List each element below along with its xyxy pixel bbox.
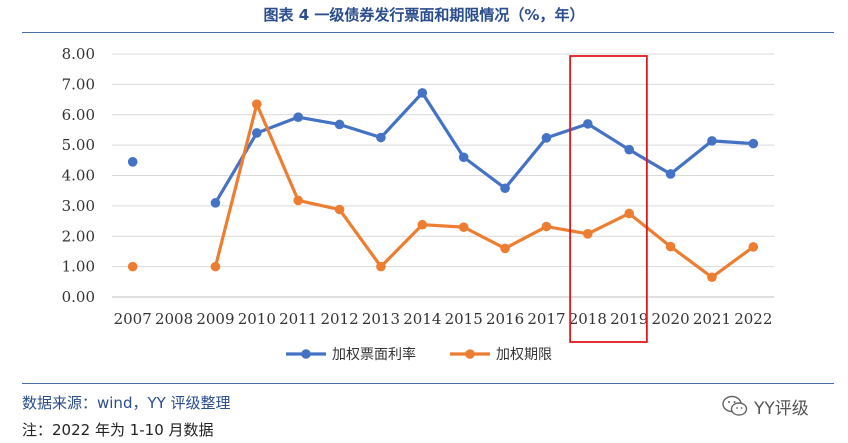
data-point: [334, 204, 345, 215]
data-point: [376, 132, 386, 143]
y-tick-label: 6.00: [62, 106, 95, 124]
y-tick-label: 1.00: [62, 258, 95, 276]
x-tick-label: 2009: [196, 310, 234, 328]
legend-marker: [465, 349, 475, 359]
data-point: [210, 261, 221, 272]
data-point: [417, 88, 428, 98]
data-point: [293, 195, 303, 206]
data-point: [624, 144, 634, 155]
data-point: [707, 136, 717, 146]
data-point: [334, 119, 345, 130]
data-point: [665, 169, 676, 179]
y-tick-label: 0.00: [62, 288, 95, 306]
data-point: [252, 128, 262, 138]
series-line: [213, 102, 755, 279]
series-layer: [127, 88, 759, 283]
x-tick-label: 2012: [320, 310, 358, 328]
x-tick-label: 2018: [569, 310, 607, 328]
data-point: [583, 119, 593, 129]
highlight-layer: [569, 55, 648, 343]
x-tick-label: 2014: [403, 310, 441, 328]
footnote: 注：2022 年为 1-10 月数据: [22, 421, 214, 439]
highlight-box: [569, 55, 648, 343]
data-point: [500, 183, 510, 194]
footer-divider: [22, 383, 834, 384]
data-point: [458, 152, 469, 163]
x-tick-label: 2008: [155, 310, 193, 328]
line-chart: 0.00 1.00 2.00 3.00 4.00 5.00 6.00 7.00 8.00 200…: [62, 45, 774, 363]
data-point: [541, 221, 552, 232]
data-point: [748, 242, 759, 252]
y-axis-ticks: 0.00 1.00 2.00 3.00 4.00 5.00 6.00 7.00 8.00: [62, 45, 95, 306]
data-point: [210, 198, 221, 208]
data-point: [417, 219, 428, 230]
y-tick-label: 2.00: [62, 227, 95, 245]
data-point: [127, 157, 138, 167]
chart-title: 图表 4 一级债券发行票面和期限情况（%，年）: [263, 6, 585, 24]
y-tick-label: 3.00: [62, 197, 95, 215]
x-tick-label: 2007: [114, 310, 152, 328]
x-tick-label: 2017: [527, 310, 565, 328]
x-tick-label: 2022: [734, 310, 772, 328]
data-point: [458, 222, 469, 232]
data-point: [293, 112, 303, 122]
data-point: [707, 272, 717, 283]
data-point: [665, 241, 676, 252]
x-tick-label: 2010: [238, 310, 276, 328]
x-tick-label: 2019: [610, 310, 648, 328]
data-point: [376, 261, 386, 272]
data-point: [127, 261, 138, 272]
data-point: [748, 138, 759, 149]
legend: 加权票面利率 加权期限: [286, 346, 552, 363]
source-note: 数据来源：wind，YY 评级整理: [22, 394, 231, 412]
x-tick-label: 2021: [693, 310, 731, 328]
x-tick-label: 2020: [651, 310, 689, 328]
data-point: [500, 243, 510, 254]
gridlines: [112, 53, 774, 298]
x-tick-label: 2013: [362, 310, 400, 328]
watermark: YY评级: [722, 393, 809, 419]
wechat-icon: [722, 395, 748, 416]
data-point: [624, 208, 634, 219]
watermark-text: YY评级: [754, 398, 809, 419]
data-point: [541, 133, 552, 143]
title-divider: [22, 32, 834, 33]
data-point: [583, 229, 593, 239]
x-tick-label: 2016: [486, 310, 524, 328]
y-tick-label: 8.00: [62, 45, 95, 63]
legend-label: 加权期限: [496, 347, 552, 363]
data-point: [252, 99, 262, 109]
legend-label: 加权票面利率: [332, 346, 416, 363]
y-tick-label: 7.00: [62, 75, 95, 93]
legend-marker: [301, 349, 311, 359]
y-tick-label: 4.00: [62, 167, 95, 185]
x-tick-label: 2011: [279, 310, 317, 328]
x-axis-ticks: 2007 2008 2009 2010 2011 2012 2013 2014 2015 2016…: [114, 310, 773, 328]
y-tick-label: 5.00: [62, 136, 95, 154]
series-line: [214, 91, 754, 204]
x-tick-label: 2015: [445, 310, 483, 328]
